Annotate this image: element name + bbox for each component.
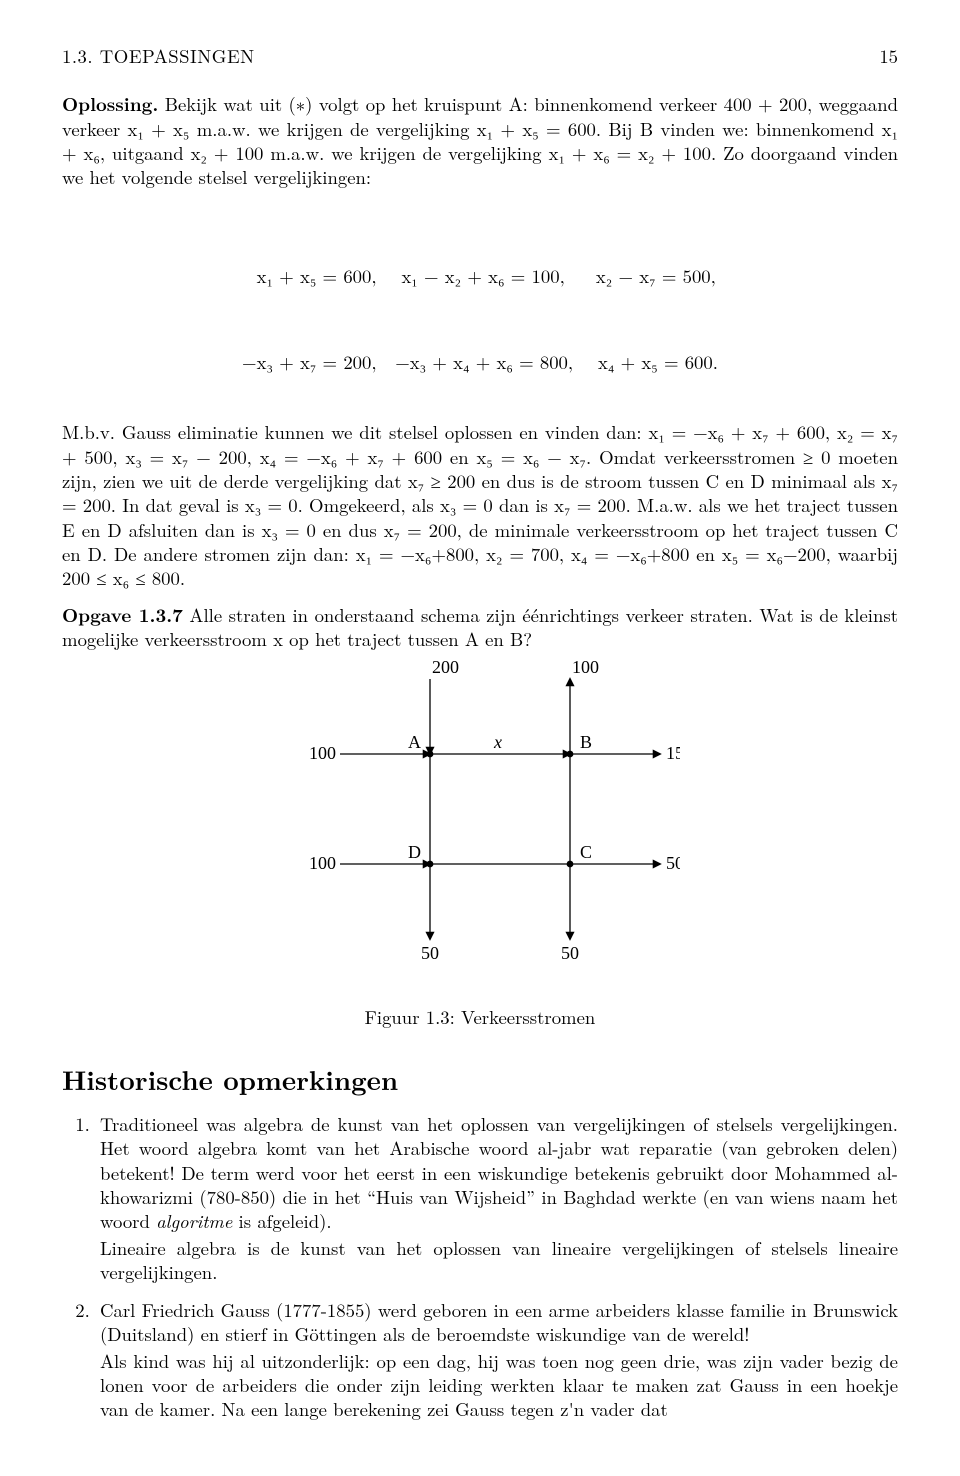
svg-text:A: A xyxy=(408,732,421,752)
hist-2-p1: Carl Friedrich Gauss (1777-1855) werd ge… xyxy=(100,1298,898,1347)
equation-system: x₁ + x₅ = 600, x₁ − x₂ + x₆ = 100, x₂ − … xyxy=(62,204,898,407)
opgave-paragraph: Opgave 1.3.7 Alle straten in onderstaand… xyxy=(62,603,898,652)
gauss-paragraph: M.b.v. Gauss eliminatie kunnen we dit st… xyxy=(62,420,898,590)
hist-item-1: Traditioneel was algebra de kunst van he… xyxy=(96,1112,898,1284)
svg-text:100: 100 xyxy=(572,659,599,677)
svg-text:C: C xyxy=(580,842,592,862)
figure-1-3: A B C D 200 100 100 150 100 50 50 50 x Figuur 1.3: V… xyxy=(62,659,898,1029)
svg-text:x: x xyxy=(493,732,502,752)
svg-text:B: B xyxy=(580,732,592,752)
svg-text:50: 50 xyxy=(561,943,579,963)
figure-caption: Figuur 1.3: Verkeersstromen xyxy=(62,1005,898,1029)
svg-text:50: 50 xyxy=(421,943,439,963)
hist-item-2: Carl Friedrich Gauss (1777-1855) werd ge… xyxy=(96,1298,898,1422)
opgave-head: Opgave 1.3.7 xyxy=(62,601,183,628)
historical-list: Traditioneel was algebra de kunst van he… xyxy=(62,1112,898,1422)
eq-row-1: x₁ + x₅ = 600, x₁ − x₂ + x₆ = 100, x₂ − … xyxy=(62,262,898,291)
hist-2-p2: Als kind was hij al uitzonderlijk: op ee… xyxy=(100,1349,898,1422)
section-label: 1.3. TOEPASSINGEN xyxy=(62,44,255,68)
svg-text:150: 150 xyxy=(666,743,680,763)
traffic-diagram: A B C D 200 100 100 150 100 50 50 50 x xyxy=(280,659,680,989)
page-header: 1.3. TOEPASSINGEN 15 xyxy=(62,44,898,68)
algoritme-word: algoritme xyxy=(156,1208,232,1234)
oplossing-head: Oplossing. xyxy=(62,90,158,117)
historische-heading: Historische opmerkingen xyxy=(62,1061,898,1096)
opgave-body: Alle straten in onderstaand schema zijn … xyxy=(62,602,898,652)
svg-text:100: 100 xyxy=(309,743,336,763)
svg-text:100: 100 xyxy=(309,853,336,873)
hist-1-p1: Traditioneel was algebra de kunst van he… xyxy=(100,1112,898,1234)
oplossing-body: Bekijk wat uit (∗) volgt op het kruispun… xyxy=(62,91,898,190)
hist-1-p2: Lineaire algebra is de kunst van het opl… xyxy=(100,1236,898,1285)
page-number: 15 xyxy=(879,44,898,68)
svg-text:50: 50 xyxy=(666,853,680,873)
oplossing-paragraph: Oplossing. Bekijk wat uit (∗) volgt op h… xyxy=(62,92,898,189)
eq-row-2: −x₃ + x₇ = 200, −x₃ + x₄ + x₆ = 800, x₄ … xyxy=(62,348,898,377)
svg-text:D: D xyxy=(408,842,421,862)
svg-text:200: 200 xyxy=(432,659,459,677)
